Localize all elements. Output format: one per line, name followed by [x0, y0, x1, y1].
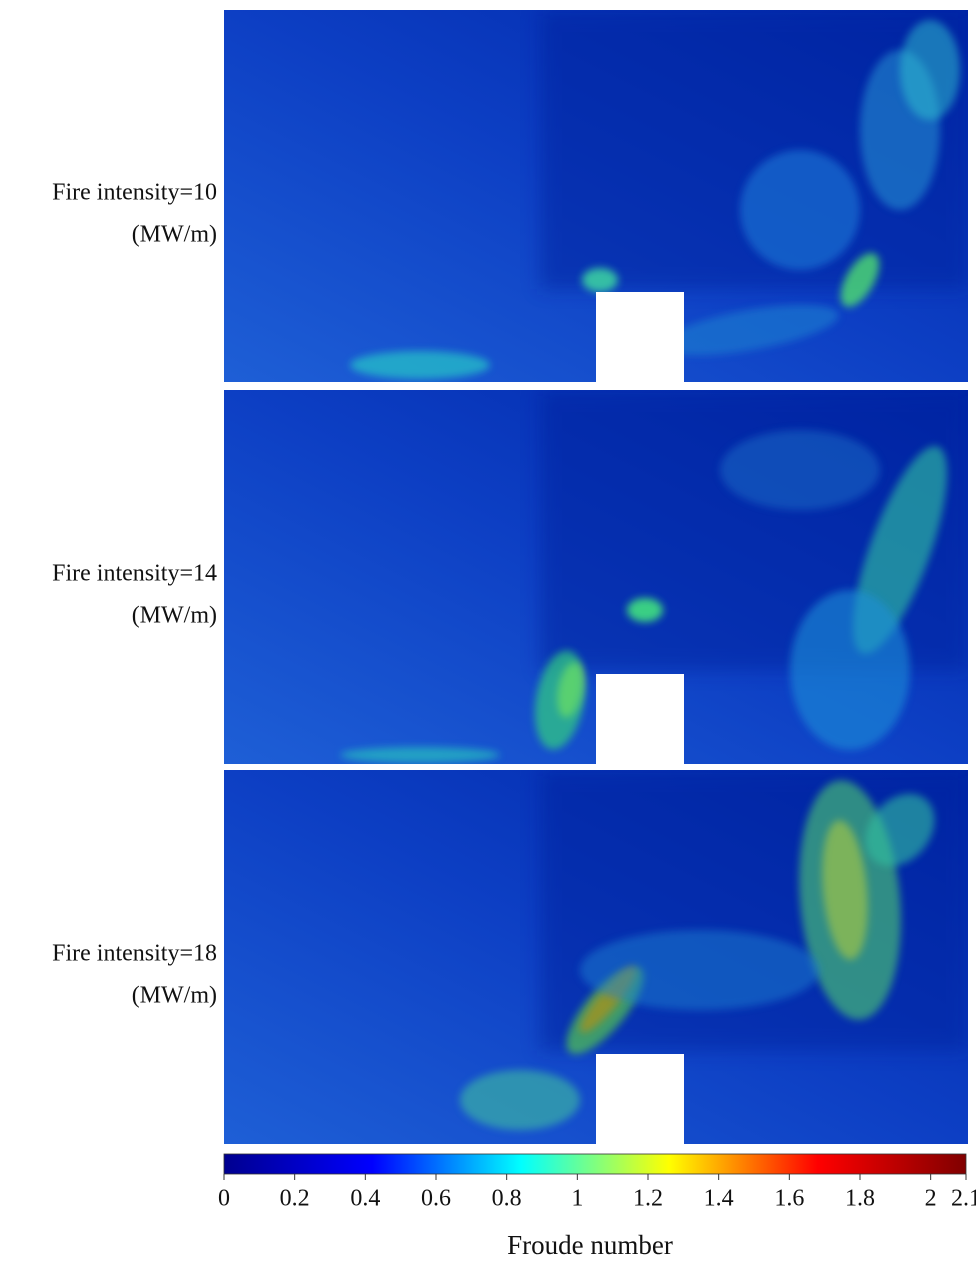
colorbar-tick-label: 2: [925, 1186, 937, 1212]
colorbar-tick-label: 0.8: [492, 1186, 522, 1212]
obstacle: [596, 1054, 684, 1144]
colorbar-tick-label: 0.4: [350, 1186, 380, 1212]
panel-unit: (MW/m): [132, 603, 217, 629]
panel-unit: (MW/m): [132, 222, 217, 248]
colorbar-title: Froude number: [507, 1230, 673, 1260]
contour-panel: [224, 10, 968, 382]
panel-label: Fire intensity=10: [52, 180, 217, 206]
colorbar-tick-label: 0.2: [280, 1186, 310, 1212]
colorbar-tick-label: 1.2: [633, 1186, 663, 1212]
contour-panel: [224, 770, 968, 1144]
obstacle: [596, 292, 684, 382]
colorbar-tick-label: 0: [218, 1186, 230, 1212]
panel-label: Fire intensity=14: [52, 561, 217, 587]
colorbar-tick-label: 2.1: [951, 1186, 976, 1212]
contour-panel: [224, 390, 968, 764]
obstacle: [596, 674, 684, 764]
colorbar-tick-label: 1.8: [845, 1186, 875, 1212]
figure: Froude number Fire intensity=10 (MW/m) Fir…: [0, 0, 976, 1264]
panel-label: Fire intensity=18: [52, 941, 217, 967]
colorbar-tick-label: 0.6: [421, 1186, 451, 1212]
colorbar: [224, 1154, 966, 1174]
colorbar-tick-label: 1: [571, 1186, 583, 1212]
colorbar-tick-label: 1.6: [774, 1186, 804, 1212]
panel-unit: (MW/m): [132, 983, 217, 1009]
colorbar-tick-label: 1.4: [704, 1186, 734, 1212]
